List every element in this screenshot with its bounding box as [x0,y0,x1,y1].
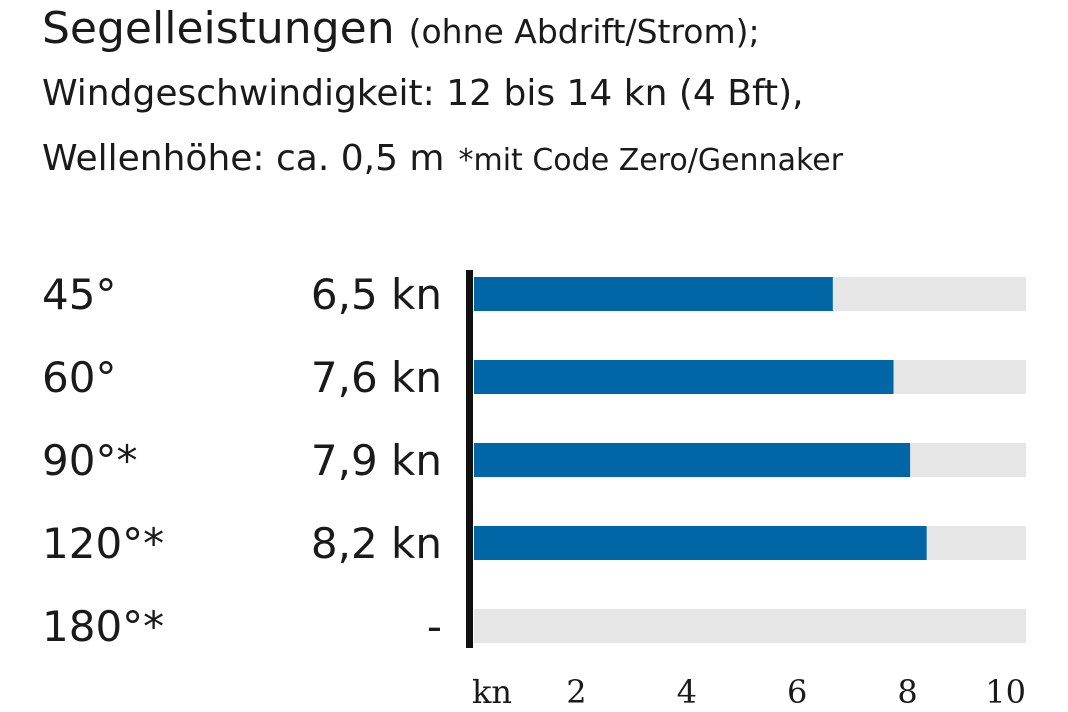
tick-label: 6 [787,673,807,711]
chart-title: Segelleistungen [42,3,395,54]
wave-height-note: Wellenhöhe: ca. 0,5 m [42,138,445,179]
value-label: 6,5 kn [311,270,442,319]
tick-label: 2 [566,673,586,711]
category-label: 60° [42,353,116,402]
category-label: 45° [42,270,116,319]
category-label: 120°* [42,519,164,568]
x-axis-label: kn [472,673,512,711]
bar [474,443,911,477]
sailing-performance-chart: 45° 6,5 kn 60° 7,6 kn 90°* 7,9 kn 120°* 8,2 kn 1… [42,270,1026,711]
title-line-1: Segelleistungen (ohne Abdrift/Strom); [42,0,760,58]
value-label: 7,9 kn [311,436,442,485]
tick-label: 4 [677,673,697,711]
tick-label: 8 [897,673,917,711]
bar-track [474,609,1026,643]
wind-speed-note: Windgeschwindigkeit: 12 bis 14 kn (4 Bft… [42,73,804,114]
footnote: *mit Code Zero/Gennaker [458,143,844,178]
category-label: 180°* [42,602,164,651]
value-label: 8,2 kn [311,519,442,568]
title-line-3: Wellenhöhe: ca. 0,5 m *mit Code Zero/Genn… [42,135,843,185]
axis-line [466,270,473,648]
chart-subtitle: (ohne Abdrift/Strom); [408,12,760,51]
tick-label: 10 [985,673,1026,711]
bar [474,360,894,394]
category-label: 90°* [42,436,137,485]
value-label: 7,6 kn [311,353,442,402]
bar [474,277,833,311]
bar [474,526,927,560]
value-label: - [427,602,442,651]
